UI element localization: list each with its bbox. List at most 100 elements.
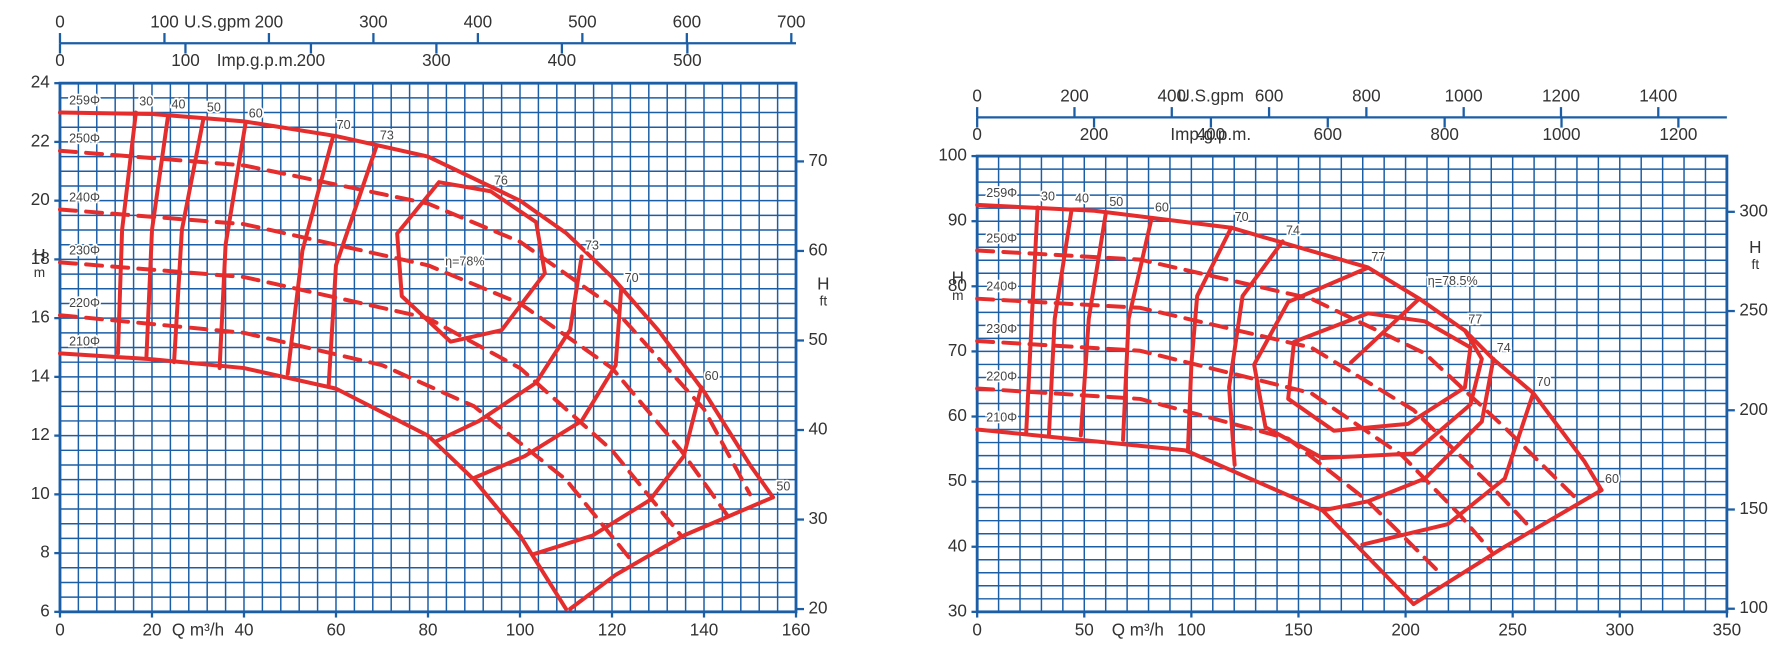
top-axis-tick-label: 0 bbox=[55, 51, 65, 70]
efficiency-curve bbox=[217, 122, 248, 371]
impeller-label: 240Φ bbox=[69, 190, 100, 204]
y2-tick-label: 200 bbox=[1739, 400, 1768, 419]
y-tick-label: 8 bbox=[40, 543, 50, 562]
y-tick-label: 100 bbox=[938, 146, 966, 165]
y-tick-label: 20 bbox=[31, 190, 50, 209]
y2-tick-label: 50 bbox=[809, 330, 828, 349]
efficiency-curve bbox=[1348, 296, 1422, 365]
efficiency-label: 60 bbox=[249, 106, 263, 120]
top-axis-tick-label: 400 bbox=[464, 12, 493, 31]
x-tick-label: 0 bbox=[972, 621, 981, 640]
y2-axis-unit: ft bbox=[1752, 257, 1760, 272]
x-tick-label: 60 bbox=[326, 621, 345, 640]
efficiency-curve bbox=[1320, 356, 1496, 513]
impeller-label: 250Φ bbox=[986, 231, 1017, 245]
efficiency-label: 74 bbox=[1286, 223, 1300, 237]
impeller-curve bbox=[975, 202, 1604, 493]
efficiency-label: 60 bbox=[1155, 201, 1169, 215]
y2-tick-label: 300 bbox=[1739, 201, 1768, 220]
x-tick-label: 200 bbox=[1391, 621, 1420, 640]
efficiency-label: 40 bbox=[1075, 192, 1089, 206]
y2-axis-label: H bbox=[1749, 238, 1761, 257]
impeller-label: 259Φ bbox=[69, 93, 100, 107]
impeller-label: 230Φ bbox=[986, 322, 1017, 336]
efficiency-label: 77 bbox=[1468, 313, 1482, 327]
x-tick-label: 150 bbox=[1284, 621, 1313, 640]
impeller-label: 250Φ bbox=[69, 132, 100, 146]
impeller-curve bbox=[57, 313, 638, 567]
y-tick-label: 14 bbox=[31, 366, 50, 385]
top-axis-tick-label: 600 bbox=[1314, 125, 1343, 144]
efficiency-label: 70 bbox=[1537, 375, 1551, 389]
top-axis-tick-label: 600 bbox=[673, 12, 701, 31]
y2-tick-label: 30 bbox=[809, 509, 828, 528]
top-axis-tick-label: 1400 bbox=[1639, 86, 1677, 105]
top-axis-tick-label: 200 bbox=[1060, 86, 1089, 105]
top-axis-tick-label: 300 bbox=[359, 12, 388, 31]
impeller-curve bbox=[57, 351, 568, 611]
impeller-label: 259Φ bbox=[986, 186, 1017, 200]
y2-tick-label: 20 bbox=[809, 599, 828, 618]
y-tick-label: 40 bbox=[948, 536, 967, 555]
efficiency-curve bbox=[1360, 391, 1536, 547]
efficiency-curve bbox=[326, 144, 379, 388]
top-axis-tick-label: 0 bbox=[55, 12, 65, 31]
efficiency-label: 30 bbox=[1041, 190, 1055, 204]
x-tick-label: 120 bbox=[598, 621, 627, 640]
y2-tick-label: 250 bbox=[1739, 301, 1768, 320]
annotation: η=78.5% bbox=[1428, 274, 1478, 288]
top-axis-label: U.S.gpm bbox=[1178, 86, 1244, 105]
top-axis-tick-label: 300 bbox=[422, 51, 451, 70]
impeller-label: 220Φ bbox=[986, 369, 1017, 383]
efficiency-label: 60 bbox=[705, 369, 719, 383]
x-tick-label: 80 bbox=[418, 621, 437, 640]
y-tick-label: 16 bbox=[31, 308, 50, 327]
annotation: η=78% bbox=[445, 255, 484, 269]
efficiency-curve bbox=[1024, 205, 1040, 435]
efficiency-curve bbox=[395, 180, 547, 344]
top-axis-tick-label: 1200 bbox=[1659, 125, 1697, 144]
efficiency-curve bbox=[1046, 207, 1074, 437]
efficiency-curve bbox=[172, 116, 206, 365]
efficiency-curve bbox=[433, 254, 584, 444]
top-axis-tick-label: 1000 bbox=[1543, 125, 1581, 144]
y-tick-label: 60 bbox=[948, 406, 967, 425]
x-tick-label: 100 bbox=[1177, 621, 1206, 640]
impeller-label: 230Φ bbox=[69, 243, 100, 257]
top-axis-tick-label: 700 bbox=[777, 12, 805, 31]
y-tick-label: 22 bbox=[31, 131, 50, 150]
efficiency-curve bbox=[115, 110, 138, 356]
top-axis-tick-label: 400 bbox=[548, 51, 577, 70]
efficiency-curve bbox=[1185, 225, 1234, 453]
efficiency-label: 50 bbox=[207, 100, 221, 114]
impeller-curve bbox=[975, 427, 1416, 607]
y2-axis-label: H bbox=[817, 274, 829, 293]
efficiency-curve bbox=[1320, 328, 1484, 461]
efficiency-curve bbox=[1252, 265, 1370, 461]
impeller-label: 220Φ bbox=[69, 296, 100, 310]
top-axis-tick-label: 800 bbox=[1352, 86, 1381, 105]
top-axis-tick-label: 200 bbox=[255, 12, 284, 31]
x-tick-label: 100 bbox=[506, 621, 535, 640]
y-tick-label: 70 bbox=[948, 341, 967, 360]
x-tick-label: 40 bbox=[234, 621, 253, 640]
y-axis-label: H bbox=[33, 246, 45, 265]
efficiency-curve bbox=[1286, 311, 1473, 433]
y-axis-label: H bbox=[952, 269, 964, 288]
y2-tick-label: 100 bbox=[1739, 598, 1768, 617]
top-axis-tick-label: 400 bbox=[1197, 125, 1226, 144]
top-axis-tick-label: 0 bbox=[972, 86, 981, 105]
x-tick-label: 50 bbox=[1075, 621, 1094, 640]
top-axis-tick-label: 400 bbox=[1158, 86, 1187, 105]
y2-tick-label: 60 bbox=[809, 240, 828, 259]
efficiency-label: 73 bbox=[585, 239, 599, 253]
top-axis-tick-label: 1200 bbox=[1542, 86, 1580, 105]
y2-axis-unit: ft bbox=[820, 294, 828, 309]
impeller-curve bbox=[975, 339, 1494, 554]
efficiency-label: 77 bbox=[1371, 250, 1385, 264]
y-tick-label: 10 bbox=[31, 484, 50, 503]
efficiency-curve bbox=[1227, 239, 1285, 467]
efficiency-label: 50 bbox=[1109, 195, 1123, 209]
